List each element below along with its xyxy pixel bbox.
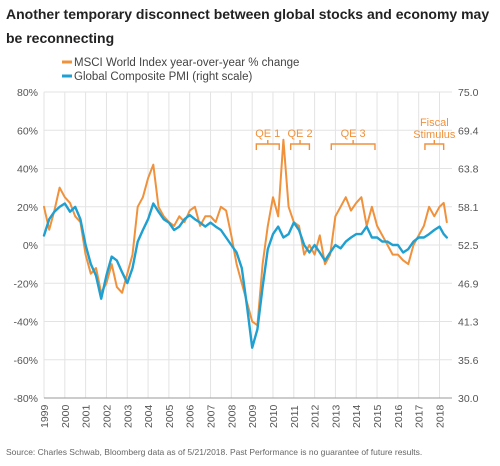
y-right-tick-label: 46.9 bbox=[458, 278, 479, 290]
y-right-tick-label: 35.6 bbox=[458, 355, 479, 367]
y-right-tick-label: 30.0 bbox=[458, 393, 479, 405]
x-tick-label: 2005 bbox=[164, 404, 176, 428]
x-tick-label: 2010 bbox=[268, 404, 280, 428]
y-left-tick-label: 40% bbox=[17, 164, 38, 176]
y-left-tick-label: -20% bbox=[13, 278, 38, 290]
annotation-bracket bbox=[424, 140, 445, 150]
x-tick-label: 2013 bbox=[330, 404, 342, 428]
x-tick-label: 2011 bbox=[289, 405, 301, 428]
annotation-label: Fiscal bbox=[420, 117, 449, 129]
y-left-tick-label: 0% bbox=[23, 240, 38, 252]
x-tick-label: 2017 bbox=[414, 404, 426, 428]
y-right-tick-label: 63.8 bbox=[458, 164, 479, 176]
x-tick-label: 2009 bbox=[247, 404, 259, 428]
x-tick-label: 2000 bbox=[60, 404, 72, 428]
x-tick-label: 1999 bbox=[39, 404, 51, 428]
annotation-label: Stimulus bbox=[413, 129, 456, 141]
y-left-tick-label: 60% bbox=[17, 125, 38, 137]
annotation-label: QE 2 bbox=[288, 128, 313, 140]
y-right-tick-label: 75.0 bbox=[458, 87, 479, 99]
series-line-pmi bbox=[42, 202, 448, 349]
y-right-tick-label: 58.1 bbox=[458, 202, 479, 214]
x-tick-label: 2012 bbox=[310, 404, 322, 428]
annotation-label: QE 3 bbox=[341, 128, 366, 140]
x-tick-label: 2006 bbox=[185, 404, 197, 428]
annotation-label: QE 1 bbox=[255, 128, 280, 140]
x-tick-label: 2001 bbox=[81, 404, 93, 428]
x-tick-label: 2002 bbox=[101, 404, 113, 428]
x-tick-label: 2003 bbox=[122, 404, 134, 428]
chart-title: Another temporary disconnect between glo… bbox=[6, 6, 490, 46]
x-tick-label: 2014 bbox=[351, 404, 363, 428]
y-right-tick-label: 41.3 bbox=[458, 317, 479, 329]
annotation-bracket bbox=[330, 140, 376, 150]
y-left-tick-label: 20% bbox=[17, 202, 38, 214]
legend-label: MSCI World Index year-over-year % change bbox=[74, 57, 299, 69]
annotation-bracket bbox=[255, 140, 280, 150]
x-tick-label: 2008 bbox=[226, 404, 238, 428]
x-tick-label: 2007 bbox=[206, 404, 218, 428]
x-tick-label: 2015 bbox=[372, 404, 384, 428]
source-note: Source: Charles Schwab, Bloomberg data a… bbox=[6, 447, 423, 457]
y-right-tick-label: 52.5 bbox=[458, 240, 479, 252]
annotation-bracket bbox=[289, 140, 311, 150]
y-left-tick-label: -40% bbox=[13, 317, 38, 329]
legend-label: Global Composite PMI (right scale) bbox=[74, 71, 252, 83]
y-right-tick-label: 69.4 bbox=[458, 125, 479, 137]
x-tick-label: 2004 bbox=[143, 404, 155, 428]
y-left-tick-label: 80% bbox=[17, 87, 38, 99]
x-tick-label: 2016 bbox=[393, 404, 405, 428]
y-left-tick-label: -80% bbox=[13, 393, 38, 405]
x-tick-label: 2018 bbox=[435, 404, 447, 428]
y-left-tick-label: -60% bbox=[13, 355, 38, 367]
